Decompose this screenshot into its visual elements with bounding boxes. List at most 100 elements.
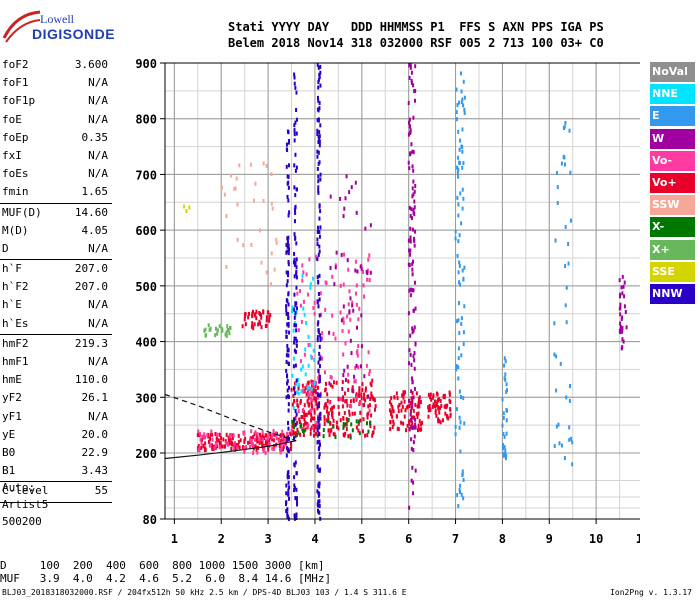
echo-point xyxy=(462,103,465,108)
echo-point xyxy=(231,436,234,441)
echo-point xyxy=(295,471,298,476)
echo-point xyxy=(261,430,264,435)
echo-point xyxy=(233,441,236,446)
echo-point xyxy=(623,280,626,285)
echo-point xyxy=(286,379,289,384)
echo-point xyxy=(317,117,320,122)
echo-point xyxy=(444,411,447,416)
echo-point xyxy=(243,439,246,444)
echo-point xyxy=(397,427,400,432)
param-value: N/A xyxy=(88,409,108,423)
echo-point xyxy=(279,438,282,443)
echo-point xyxy=(294,236,297,241)
echo-point xyxy=(310,412,313,417)
echo-point xyxy=(295,269,298,274)
echo-point xyxy=(293,128,296,133)
echo-point xyxy=(567,241,570,246)
echo-point xyxy=(455,363,458,368)
echo-point xyxy=(317,419,320,424)
echo-point xyxy=(250,442,253,447)
echo-point xyxy=(560,443,563,448)
echo-point xyxy=(344,422,347,427)
echo-point xyxy=(286,249,289,254)
echo-point xyxy=(318,401,321,406)
echo-point xyxy=(503,452,506,457)
echo-point xyxy=(295,339,298,344)
echo-point xyxy=(457,129,460,134)
echo-point xyxy=(255,316,258,321)
echo-point xyxy=(354,259,357,264)
echo-point xyxy=(302,306,305,311)
echo-point xyxy=(417,426,420,431)
echo-point xyxy=(459,420,462,425)
echo-point xyxy=(254,181,257,186)
echo-point xyxy=(287,270,290,275)
echo-point xyxy=(332,432,335,437)
echo-point xyxy=(457,202,460,207)
echo-point xyxy=(286,129,289,134)
echo-point xyxy=(355,397,358,402)
echo-point xyxy=(303,410,306,415)
echo-point xyxy=(460,353,463,358)
echo-point xyxy=(238,445,241,450)
echo-point xyxy=(295,378,298,383)
param-label: B0 xyxy=(2,445,16,459)
param-label: hmF2 xyxy=(2,336,29,350)
param-value: N/A xyxy=(88,167,108,181)
echo-point xyxy=(443,404,446,409)
echo-point xyxy=(218,324,221,329)
echo-point xyxy=(317,499,320,504)
echo-point xyxy=(318,297,321,302)
echo-point xyxy=(400,420,403,425)
y-tick-label: 400 xyxy=(135,336,157,350)
param-row-d: D N/A xyxy=(0,240,112,258)
echo-point xyxy=(317,502,320,507)
echo-point xyxy=(292,356,295,361)
echo-point xyxy=(265,318,268,323)
echo-point xyxy=(363,396,366,401)
echo-point xyxy=(298,420,301,425)
echo-point xyxy=(273,267,276,272)
echo-point xyxy=(363,294,366,299)
echo-point xyxy=(349,296,352,301)
echo-point xyxy=(621,329,624,334)
echo-point xyxy=(318,313,321,318)
echo-point xyxy=(318,130,321,135)
echo-point xyxy=(342,352,345,357)
echo-point xyxy=(225,432,228,437)
echo-point xyxy=(416,414,419,419)
echo-point xyxy=(294,350,297,355)
echo-point xyxy=(329,407,332,412)
echo-point xyxy=(412,354,415,359)
echo-point xyxy=(457,213,460,218)
echo-point xyxy=(259,435,262,440)
echo-point xyxy=(237,433,240,438)
echo-point xyxy=(287,273,290,278)
echo-point xyxy=(459,282,462,287)
echo-point xyxy=(295,257,298,262)
echo-point xyxy=(281,435,284,440)
echo-point xyxy=(555,354,558,359)
echo-point xyxy=(318,101,321,106)
x-tick-label: 11 xyxy=(636,532,640,546)
echo-point xyxy=(309,431,312,436)
echo-point xyxy=(265,315,268,320)
echo-point xyxy=(287,198,290,203)
echo-point xyxy=(454,236,457,241)
echo-point xyxy=(257,322,260,327)
echo-point xyxy=(293,274,296,279)
echo-point xyxy=(420,422,423,427)
echo-point xyxy=(286,473,289,478)
echo-point xyxy=(285,491,288,496)
trace-curve-solid xyxy=(164,440,297,460)
echo-point xyxy=(262,310,265,315)
echo-point xyxy=(207,440,210,445)
echo-point xyxy=(254,437,257,442)
echo-point xyxy=(333,432,336,437)
echo-point xyxy=(316,242,319,247)
echo-point xyxy=(391,424,394,429)
echo-point xyxy=(262,161,265,166)
echo-point xyxy=(330,375,333,380)
echo-point xyxy=(346,314,349,319)
echo-point xyxy=(621,274,624,279)
